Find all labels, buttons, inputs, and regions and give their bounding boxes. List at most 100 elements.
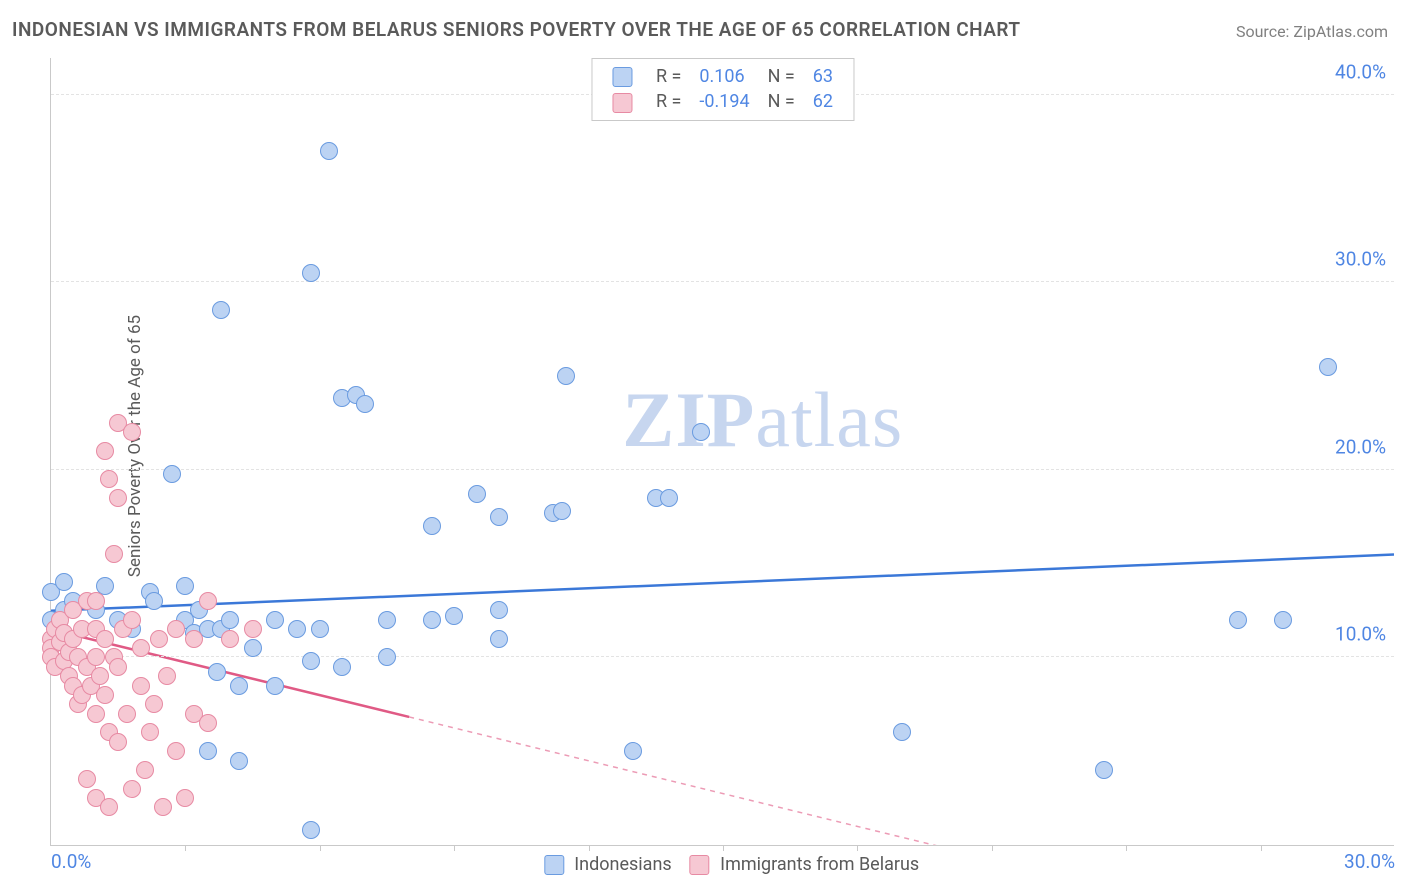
- data-point: [266, 677, 284, 695]
- data-point: [490, 508, 508, 526]
- data-point: [624, 742, 642, 760]
- data-point: [230, 752, 248, 770]
- data-point: [208, 663, 226, 681]
- data-point: [176, 577, 194, 595]
- legend-swatch: [612, 67, 632, 87]
- data-point: [78, 770, 96, 788]
- data-point: [378, 611, 396, 629]
- data-point: [100, 798, 118, 816]
- x-tick-label: 0.0%: [51, 850, 91, 873]
- data-point: [557, 367, 575, 385]
- legend-swatch: [544, 855, 564, 875]
- data-point: [288, 620, 306, 638]
- legend-row: R =-0.194N =62: [604, 90, 841, 113]
- data-point: [96, 442, 114, 460]
- y-tick-label: 10.0%: [1335, 623, 1386, 646]
- data-point: [185, 630, 203, 648]
- legend-n-value: 63: [805, 65, 841, 88]
- data-point: [163, 465, 181, 483]
- data-point: [490, 601, 508, 619]
- data-point: [118, 705, 136, 723]
- correlation-legend: R =0.106N =63R =-0.194N =62: [591, 58, 854, 121]
- data-point: [109, 658, 127, 676]
- data-point: [468, 485, 486, 503]
- y-tick-label: 40.0%: [1335, 60, 1386, 83]
- x-tick-mark: [320, 845, 321, 851]
- legend-r-value: -0.194: [691, 90, 757, 113]
- series-legend: Indonesians Immigrants from Belarus: [526, 854, 919, 875]
- data-point: [96, 686, 114, 704]
- data-point: [423, 517, 441, 535]
- legend-swatch: [690, 855, 710, 875]
- data-point: [490, 630, 508, 648]
- data-point: [123, 423, 141, 441]
- data-point: [158, 667, 176, 685]
- x-tick-mark: [723, 845, 724, 851]
- data-point: [244, 639, 262, 657]
- x-tick-mark: [1261, 845, 1262, 851]
- data-point: [266, 611, 284, 629]
- data-point: [96, 630, 114, 648]
- data-point: [221, 630, 239, 648]
- gridline: [51, 281, 1394, 282]
- data-point: [145, 592, 163, 610]
- data-point: [100, 470, 118, 488]
- source-attribution: Source: ZipAtlas.com: [1236, 22, 1388, 41]
- x-tick-mark: [992, 845, 993, 851]
- data-point: [199, 714, 217, 732]
- data-point: [302, 264, 320, 282]
- data-point: [199, 742, 217, 760]
- data-point: [123, 611, 141, 629]
- data-point: [167, 620, 185, 638]
- data-point: [136, 761, 154, 779]
- legend-r-label: R =: [648, 65, 689, 88]
- data-point: [302, 821, 320, 839]
- data-point: [145, 695, 163, 713]
- data-point: [154, 798, 172, 816]
- data-point: [132, 677, 150, 695]
- y-tick-label: 30.0%: [1335, 248, 1386, 271]
- data-point: [221, 611, 239, 629]
- data-point: [132, 639, 150, 657]
- x-tick-mark: [589, 845, 590, 851]
- x-tick-mark: [857, 845, 858, 851]
- data-point: [660, 489, 678, 507]
- data-point: [91, 667, 109, 685]
- data-point: [244, 620, 262, 638]
- data-point: [553, 502, 571, 520]
- data-point: [123, 780, 141, 798]
- data-point: [333, 658, 351, 676]
- data-point: [378, 648, 396, 666]
- legend-swatch: [612, 93, 632, 113]
- data-point: [1274, 611, 1292, 629]
- data-point: [1319, 358, 1337, 376]
- legend-r-label: R =: [648, 90, 689, 113]
- data-point: [167, 742, 185, 760]
- watermark-light: atlas: [755, 376, 903, 463]
- data-point: [87, 648, 105, 666]
- legend-row: R =0.106N =63: [604, 65, 841, 88]
- x-tick-label: 30.0%: [1344, 850, 1395, 873]
- data-point: [311, 620, 329, 638]
- scatter-plot-area: ZIPatlas R =0.106N =63R =-0.194N =62 Ind…: [50, 58, 1394, 846]
- legend-n-label: N =: [760, 90, 803, 113]
- data-point: [105, 545, 123, 563]
- x-tick-mark: [1126, 845, 1127, 851]
- data-point: [302, 652, 320, 670]
- legend-n-value: 62: [805, 90, 841, 113]
- data-point: [87, 592, 105, 610]
- data-point: [320, 142, 338, 160]
- data-point: [1095, 761, 1113, 779]
- gridline: [51, 469, 1394, 470]
- data-point: [692, 423, 710, 441]
- data-point: [109, 733, 127, 751]
- data-point: [87, 705, 105, 723]
- watermark-bold: ZIP: [622, 376, 755, 463]
- data-point: [150, 630, 168, 648]
- data-point: [212, 301, 230, 319]
- data-point: [199, 592, 217, 610]
- x-tick-mark: [185, 845, 186, 851]
- data-point: [356, 395, 374, 413]
- watermark: ZIPatlas: [622, 375, 903, 465]
- legend-series-label: Immigrants from Belarus: [716, 854, 919, 875]
